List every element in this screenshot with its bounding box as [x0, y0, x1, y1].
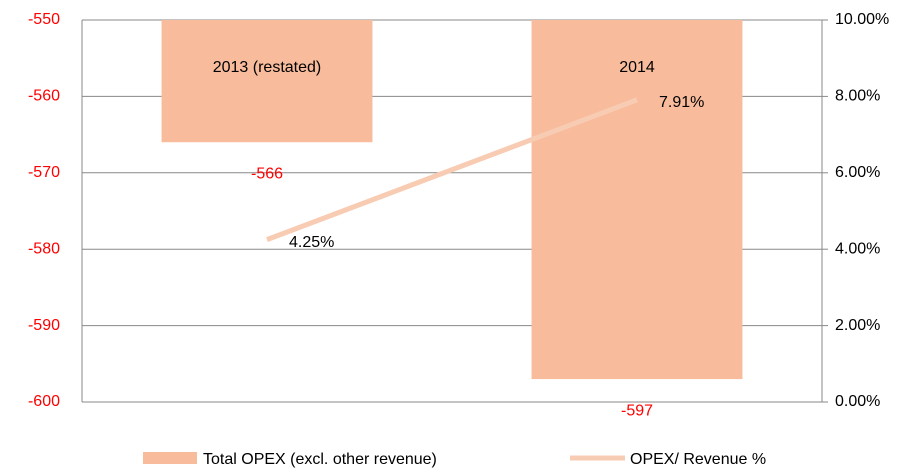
legend-swatch — [143, 452, 197, 464]
legend-label: Total OPEX (excl. other revenue) — [203, 451, 437, 468]
line — [266, 97, 638, 242]
y-tick-label: -600 — [28, 393, 60, 410]
y2-tick-label: 10.00% — [835, 11, 889, 28]
y2-tick-label: 4.00% — [835, 240, 880, 257]
y-tick-label: -590 — [28, 317, 60, 334]
legend-label: OPEX/ Revenue % — [630, 451, 766, 468]
y2-tick-label: 8.00% — [835, 88, 880, 105]
y-tick-label: -550 — [28, 11, 60, 28]
y2-tick-label: 2.00% — [835, 317, 880, 334]
line-value-label: 7.91% — [659, 94, 704, 111]
bar — [531, 20, 743, 380]
category-label: 2014 — [619, 59, 655, 76]
y-tick-label: -560 — [28, 88, 60, 105]
bar-value-label: -597 — [621, 402, 653, 419]
category-label: 2013 (restated) — [213, 59, 322, 76]
y2-tick-label: 0.00% — [835, 393, 880, 410]
bar-value-label: -566 — [251, 165, 283, 182]
y-tick-label: -570 — [28, 164, 60, 181]
y2-tick-label: 6.00% — [835, 164, 880, 181]
y-tick-label: -580 — [28, 240, 60, 257]
bar — [161, 20, 373, 143]
line-value-label: 4.25% — [289, 234, 334, 251]
